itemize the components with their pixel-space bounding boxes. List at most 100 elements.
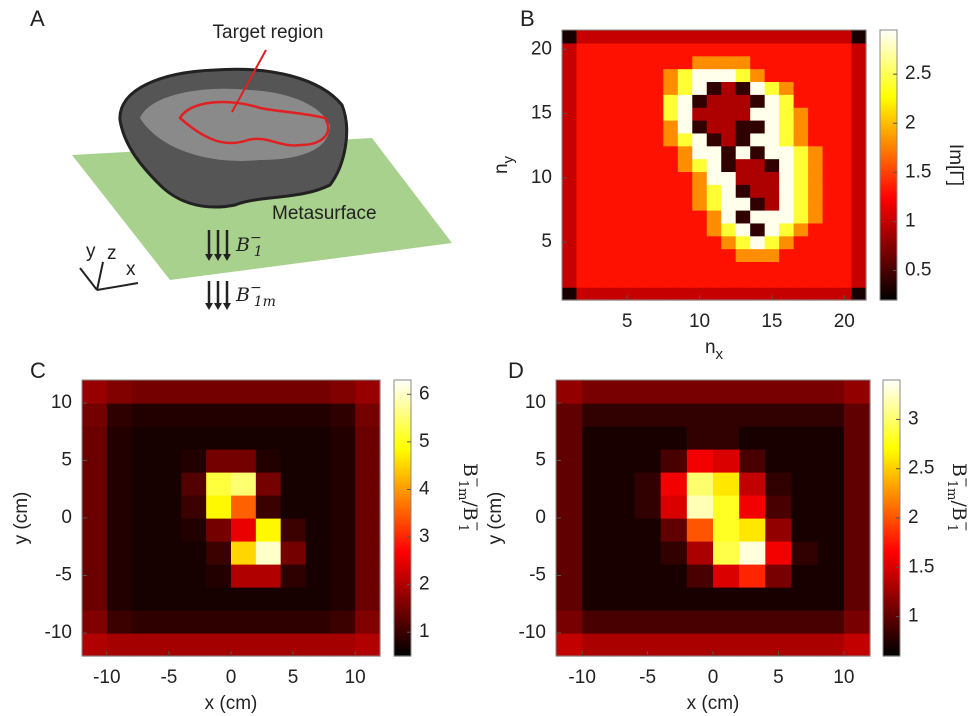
heat-cell xyxy=(844,541,871,565)
heat-cell xyxy=(591,184,606,197)
heat-cell xyxy=(256,449,281,473)
heat-cell xyxy=(330,518,355,542)
heat-cell xyxy=(721,56,736,69)
heat-cell xyxy=(736,223,751,236)
heat-cell xyxy=(765,159,780,172)
heat-cell xyxy=(256,564,281,588)
axis-z-label: z xyxy=(107,243,117,264)
heat-cell xyxy=(635,426,662,450)
heat-cell xyxy=(634,81,649,94)
heat-cell xyxy=(634,107,649,120)
heat-cell xyxy=(852,287,867,300)
heat-cell xyxy=(281,587,306,611)
x-tick-label: 20 xyxy=(834,311,855,332)
heat-cell xyxy=(562,69,577,82)
heat-cell xyxy=(355,495,380,519)
heat-cell xyxy=(576,274,591,287)
heat-cell xyxy=(818,587,845,611)
heat-cell xyxy=(739,449,766,473)
heat-cell xyxy=(206,403,231,427)
heat-cell xyxy=(355,403,380,427)
heat-cell xyxy=(556,518,583,542)
heat-cell xyxy=(556,610,583,634)
heat-cell xyxy=(605,171,620,184)
colorbar-tick-label: 2 xyxy=(905,112,916,133)
panel-letter: B xyxy=(520,6,535,31)
heat-cell xyxy=(256,541,281,565)
heat-cell xyxy=(181,587,206,611)
heat-cell xyxy=(707,236,722,249)
heat-cell xyxy=(823,287,838,300)
colorbar-label-part: 1m xyxy=(945,480,960,501)
heat-cell xyxy=(231,449,256,473)
heat-cell xyxy=(713,564,740,588)
heat-cell xyxy=(231,495,256,519)
heat-cell xyxy=(765,249,780,262)
heat-cell xyxy=(687,426,714,450)
heat-cell xyxy=(355,587,380,611)
heat-cell xyxy=(634,120,649,133)
heat-cell xyxy=(687,449,714,473)
heat-cell xyxy=(663,133,678,146)
heat-cell xyxy=(721,30,736,43)
heat-cell xyxy=(281,380,306,404)
heat-cell xyxy=(582,587,609,611)
heat-cell xyxy=(765,81,780,94)
heat-cell xyxy=(620,236,635,249)
modulated-field-label: B−1m xyxy=(235,280,276,310)
heat-cell xyxy=(582,380,609,404)
heat-cell xyxy=(661,633,688,657)
heat-cell xyxy=(256,633,281,657)
colorbar-label: Im[Γ] xyxy=(945,144,966,186)
heat-cell xyxy=(306,472,331,496)
heat-cell xyxy=(707,287,722,300)
heat-cell xyxy=(256,403,281,427)
heat-cell xyxy=(818,472,845,496)
heat-cell xyxy=(157,495,182,519)
heat-cell xyxy=(608,587,635,611)
heat-cell xyxy=(721,223,736,236)
heat-cell xyxy=(605,159,620,172)
heat-cell xyxy=(852,133,867,146)
heat-cell xyxy=(707,133,722,146)
heat-cell xyxy=(634,274,649,287)
heat-cell xyxy=(562,81,577,94)
heat-cell xyxy=(713,633,740,657)
heat-cell xyxy=(808,210,823,223)
heat-cell xyxy=(306,380,331,404)
heat-cell xyxy=(818,541,845,565)
heat-cell xyxy=(844,518,871,542)
field-sub: 1 xyxy=(254,244,263,260)
heat-cell xyxy=(562,287,577,300)
heat-cell xyxy=(591,223,606,236)
heat-cell xyxy=(663,43,678,56)
x-tick-label: -5 xyxy=(639,667,656,688)
heat-cell xyxy=(692,107,707,120)
heat-cell xyxy=(281,564,306,588)
ylabel: y (cm) xyxy=(485,492,506,545)
heat-cell xyxy=(823,197,838,210)
heat-cell xyxy=(736,236,751,249)
heat-cell xyxy=(823,236,838,249)
heat-cell xyxy=(256,426,281,450)
heat-cell xyxy=(635,610,662,634)
heat-cell xyxy=(818,564,845,588)
heat-cell xyxy=(663,184,678,197)
heat-cell xyxy=(132,403,157,427)
heat-cell xyxy=(750,107,765,120)
heat-cell xyxy=(591,107,606,120)
x-tick-label: 0 xyxy=(226,667,237,688)
heat-cell xyxy=(765,380,792,404)
heat-cell xyxy=(306,518,331,542)
heat-cell xyxy=(707,223,722,236)
heat-cell xyxy=(582,403,609,427)
heat-cell xyxy=(649,43,664,56)
heat-cell xyxy=(157,380,182,404)
heat-cell xyxy=(649,94,664,107)
heat-cell xyxy=(765,236,780,249)
colorbar-tick-label: 2.5 xyxy=(908,458,934,479)
heat-cell xyxy=(823,184,838,197)
heat-cell xyxy=(157,564,182,588)
heat-cell xyxy=(765,564,792,588)
heat-cell xyxy=(157,403,182,427)
